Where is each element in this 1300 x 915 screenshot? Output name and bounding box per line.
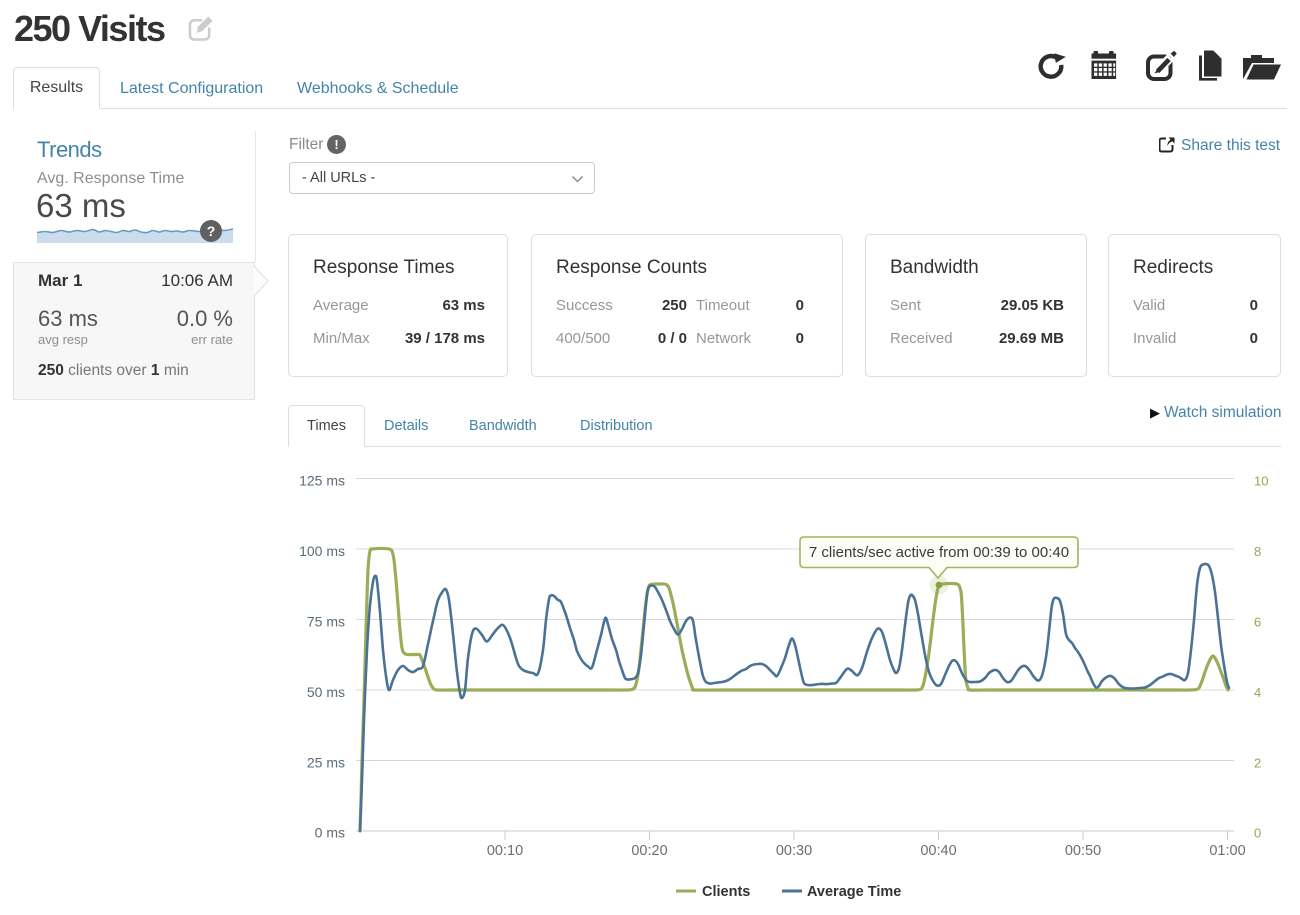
svg-text:00:30: 00:30 [776,843,812,859]
svg-text:25 ms: 25 ms [307,755,345,771]
svg-text:00:40: 00:40 [920,843,956,859]
svg-text:50 ms: 50 ms [307,684,345,700]
svg-text:01:00: 01:00 [1209,843,1245,859]
svg-text:00:50: 00:50 [1065,843,1101,859]
svg-text:8: 8 [1254,544,1261,559]
svg-text:7 clients/sec active from 00:3: 7 clients/sec active from 00:39 to 00:40 [809,544,1069,561]
svg-text:0 ms: 0 ms [315,825,345,841]
svg-text:75 ms: 75 ms [307,614,345,630]
svg-text:Average Time: Average Time [807,884,901,900]
svg-text:4: 4 [1254,685,1261,700]
svg-text:10: 10 [1254,474,1268,489]
svg-text:00:20: 00:20 [631,843,667,859]
svg-text:6: 6 [1254,615,1261,630]
svg-text:125 ms: 125 ms [299,473,345,489]
svg-text:2: 2 [1254,756,1261,771]
svg-text:100 ms: 100 ms [299,543,345,559]
svg-text:0: 0 [1254,826,1261,841]
svg-text:Clients: Clients [702,884,750,900]
svg-text:00:10: 00:10 [487,843,523,859]
